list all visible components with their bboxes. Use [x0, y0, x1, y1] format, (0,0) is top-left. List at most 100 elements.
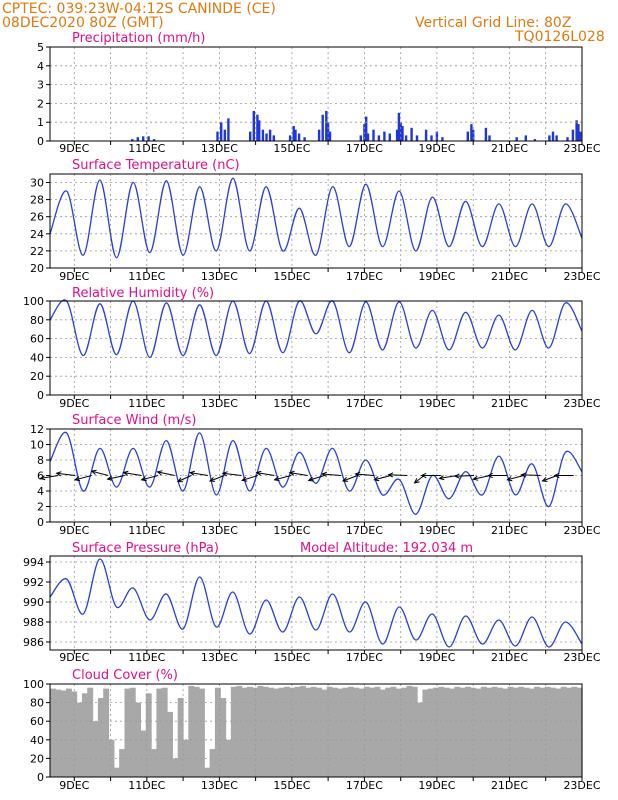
cloud-cover-bar [236, 685, 243, 777]
precip-bar [484, 127, 488, 141]
x-tick-label: 21DEC [491, 397, 528, 410]
precip-bar [292, 126, 295, 141]
y-tick-label: 22 [30, 245, 44, 258]
cloud-cover-bar [576, 687, 583, 777]
x-tick-label: 17DEC [346, 779, 383, 792]
cloud-cover-bar [198, 688, 205, 777]
y-tick-label: 80 [30, 314, 44, 327]
cloud-cover-bar [145, 693, 152, 777]
wind-arrow-head [255, 470, 262, 476]
precip-bar [249, 131, 252, 141]
wind-arrow-head [288, 470, 295, 476]
wind-arrow-head [156, 470, 163, 476]
y-tick-label: 1 [37, 116, 44, 129]
precip-bar [256, 114, 259, 141]
cloud-cover-bar [379, 689, 386, 777]
precip-bar [579, 131, 582, 141]
precip-bar [142, 136, 145, 141]
x-tick-label: 13DEC [201, 779, 238, 792]
cloud-cover-bar [60, 690, 67, 777]
wind-arrow-head [453, 473, 460, 479]
x-tick-label: 9DEC [59, 142, 89, 155]
x-tick-label: 15DEC [273, 651, 310, 664]
precip-bar [395, 129, 399, 141]
cloud-cover-bar [502, 688, 509, 777]
wind-arrow-head [90, 469, 97, 475]
precip-bar [435, 131, 439, 141]
series-line [49, 177, 583, 259]
wind-arrow-head [73, 476, 81, 482]
cloud-cover-bar [363, 686, 370, 777]
cloud-cover-bar [438, 686, 445, 777]
wind-arrow-head [373, 476, 380, 482]
cloud-cover-bar [151, 749, 157, 777]
wind-arrow [177, 475, 192, 482]
precip-bar [220, 122, 223, 141]
x-tick-label: 9DEC [59, 397, 89, 410]
cloud-cover-bar [406, 685, 413, 777]
wind-arrow [107, 475, 125, 480]
y-tick-label: 30 [30, 177, 44, 190]
panel-wind: Surface Wind (m/s) 0 2 4 6 8 10 12 9DEC 11DEC 13D… [30, 413, 601, 537]
cloud-cover-bar [284, 686, 290, 777]
cloud-cover-bar [454, 686, 461, 777]
precip-bar [472, 129, 475, 141]
precip-bar [272, 135, 275, 141]
cloud-cover-bar [358, 688, 365, 777]
wind-arrow [521, 474, 541, 476]
cloud-cover-bar [204, 767, 211, 777]
y-tick-label: 5 [37, 41, 44, 54]
y-tick-label: 28 [30, 194, 44, 207]
precip-bar [297, 133, 301, 141]
cloud-cover-bar [177, 698, 184, 777]
wind-arrow [222, 472, 242, 476]
x-tick-label: 9DEC [59, 779, 89, 792]
wind-arrow [91, 470, 109, 476]
wind-arrow-head [176, 477, 183, 483]
x-tick-label: 23DEC [563, 397, 600, 410]
y-tick-label: 26 [30, 211, 44, 224]
cloud-cover-bar [310, 686, 317, 777]
wind-arrow-head [472, 475, 479, 481]
precip-bar [383, 131, 386, 141]
precip-bar [577, 124, 580, 141]
y-tick-label: 994 [23, 556, 44, 569]
header-grid-note: Vertical Grid Line: 80Z [415, 15, 571, 31]
cloud-cover-bar [369, 687, 376, 777]
cloud-cover-bar [331, 687, 338, 777]
cloud-cover-bar [268, 687, 275, 777]
precip-bar [515, 137, 518, 141]
precip-bar [571, 129, 575, 141]
cloud-cover-bar [300, 685, 306, 777]
wind-arrow-head [140, 476, 147, 482]
panel-frame [49, 173, 583, 269]
x-tick-label: 23DEC [563, 651, 600, 664]
x-tick-label: 15DEC [273, 142, 310, 155]
cloud-cover-bar [427, 688, 434, 777]
panel-title: Cloud Cover (%) [72, 668, 178, 683]
cloud-cover-bar [507, 686, 514, 777]
wind-arrow [542, 475, 558, 482]
x-tick-label: 15DEC [273, 779, 310, 792]
cloud-cover-bar [560, 686, 567, 777]
cloud-cover-bar [140, 730, 147, 777]
wind-arrow-head [273, 476, 280, 482]
y-tick-label: 60 [30, 715, 44, 728]
x-tick-label: 13DEC [201, 524, 238, 537]
precip-bar [424, 129, 428, 141]
page-header: CPTEC: 039:23W-04:12S CANINDE (CE) 08DEC… [2, 1, 605, 45]
wind-arrow [414, 475, 425, 484]
cloud-cover-bar [353, 687, 360, 777]
precip-bar [131, 139, 134, 141]
y-tick-label: 100 [23, 295, 44, 308]
precip-bar [575, 120, 578, 141]
cloud-cover-bar [464, 686, 471, 777]
cloud-cover-bar [422, 689, 429, 777]
x-tick-label: 17DEC [346, 142, 383, 155]
wind-arrow [274, 475, 292, 481]
precip-bar [261, 129, 265, 141]
header-station: CPTEC: 039:23W-04:12S CANINDE (CE) [2, 1, 276, 17]
series-line [49, 299, 583, 359]
cloud-cover-bar [374, 686, 381, 777]
panel-humidity: Relative Humidity (%) 0 20 40 60 80 100 9DEC 11… [23, 286, 601, 410]
